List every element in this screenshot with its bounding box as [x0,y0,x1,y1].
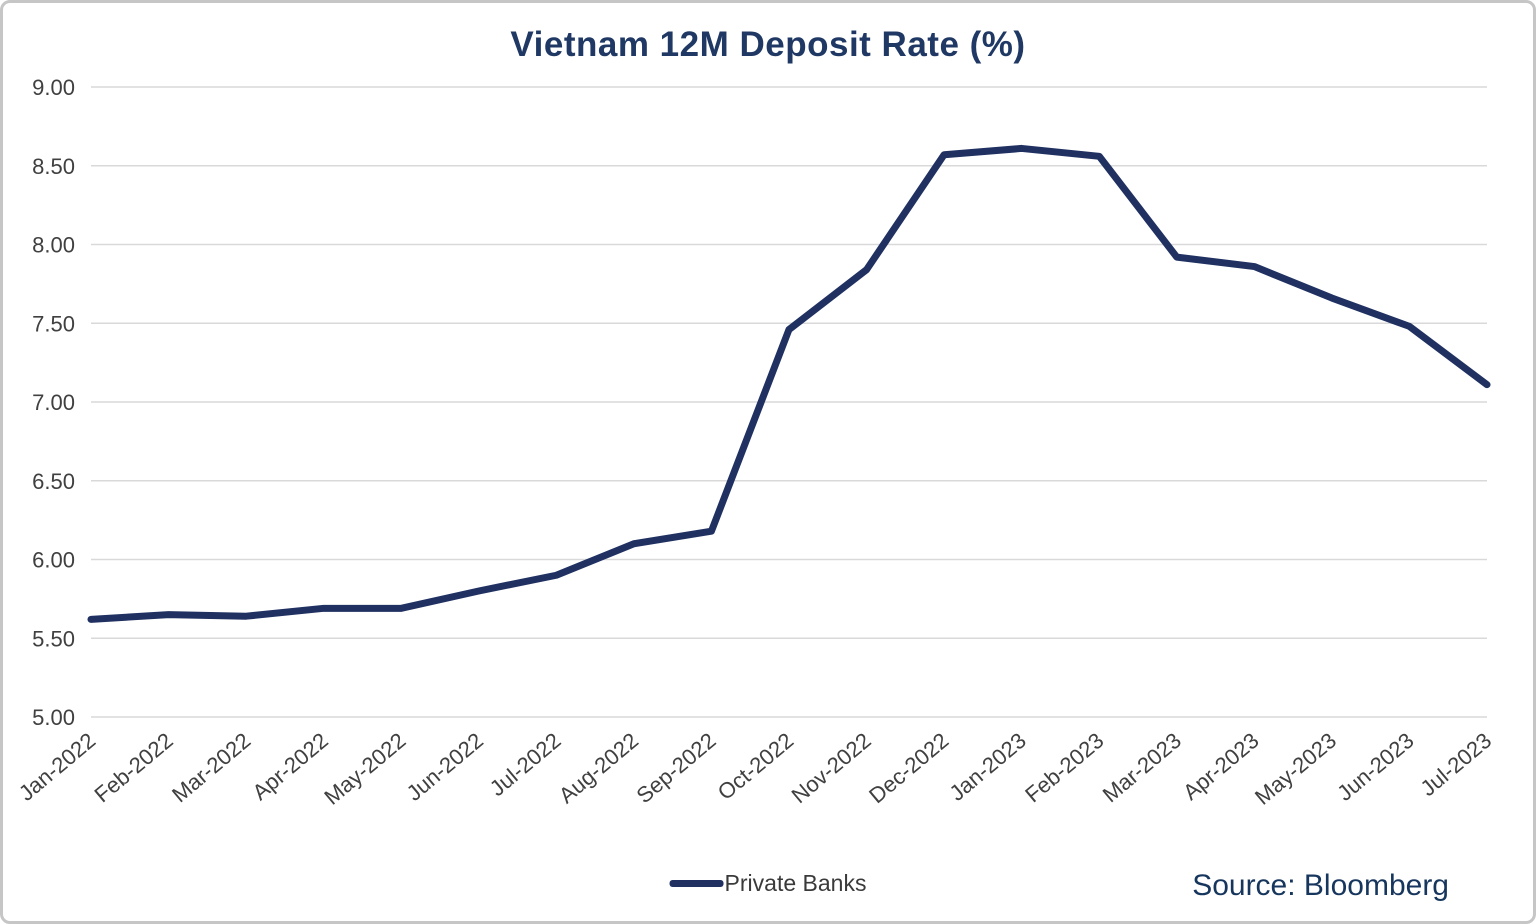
x-axis-tick-label: Jul-2023 [1415,728,1496,801]
y-axis-tick-label: 6.00 [32,548,75,573]
x-axis-tick-label: Jun-2022 [402,728,488,806]
x-axis-tick-label: Sep-2022 [631,728,720,808]
y-axis-tick-label: 5.00 [32,705,75,730]
x-axis-tick-label: Feb-2022 [90,728,178,808]
y-axis-tick-label: 9.00 [32,75,75,100]
y-axis-tick-label: 8.00 [32,233,75,258]
line-chart: 5.00 5.50 6.00 6.50 7.00 7.50 8.00 8.50 9.00 Jan-… [14,75,1496,810]
y-axis-tick-label: 7.50 [32,311,75,336]
source-text: Source: Bloomberg [1192,869,1449,902]
x-axis-tick-label: Jun-2023 [1332,728,1418,806]
x-axis-tick-label: Apr-2022 [247,728,332,805]
x-axis-tick-label: Jan-2023 [945,728,1031,806]
y-axis-tick-label: 8.50 [32,154,75,179]
chart-legend: Private Banks [669,870,867,897]
series-line [87,144,1491,623]
x-axis-tick-label: May-2023 [1250,728,1341,810]
x-axis-tick-label: Mar-2022 [167,728,255,808]
y-axis-tick-label: 5.50 [32,626,75,651]
x-axis-tick-label: Feb-2023 [1020,728,1108,808]
x-axis-tick-label: May-2022 [319,728,410,810]
y-axis-tick-label: 7.00 [32,390,75,415]
chart-title: Vietnam 12M Deposit Rate (%) [510,25,1026,64]
x-axis-tick-label: Oct-2022 [713,728,798,805]
x-axis-tick-label: Dec-2022 [864,728,953,808]
legend-line-swatch [669,880,724,887]
x-axis-tick-label: Nov-2022 [787,728,876,808]
y-axis-tick-label: 6.50 [32,469,75,494]
x-axis-tick-label: Jul-2022 [485,728,566,801]
x-axis-tick-label: Jan-2022 [14,728,100,806]
legend-label: Private Banks [724,870,867,896]
x-axis-tick-label: Aug-2022 [554,728,643,808]
x-axis-tick-label: Mar-2023 [1098,728,1186,808]
x-axis-tick-label: Apr-2023 [1178,728,1263,805]
